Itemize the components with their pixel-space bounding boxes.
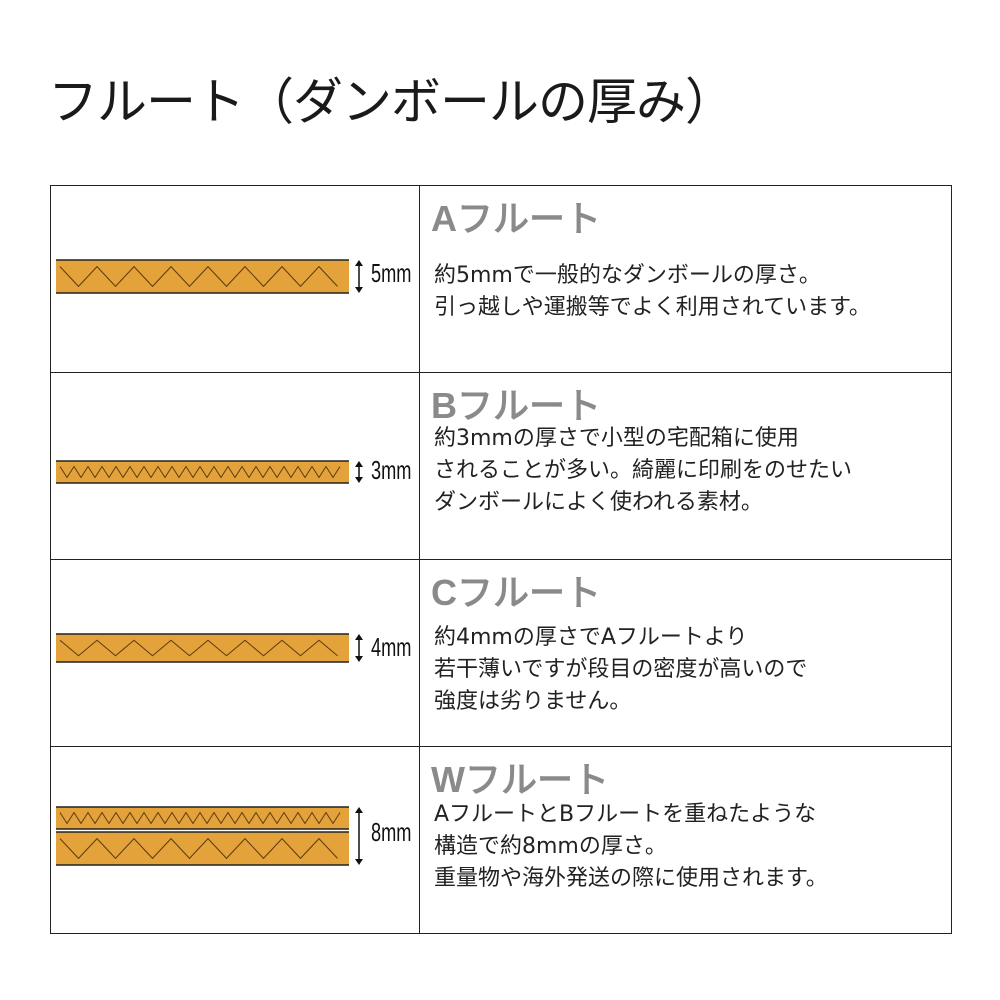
flute-row-c: 4mm Cフルート 約4mmの厚さでAフルートより 若干薄いですが段目の密度が高い… [51,560,951,747]
flute-description: 約5mmで一般的なダンボールの厚さ。 引っ越しや運搬等でよく利用されています。 [434,263,871,320]
flute-zigzag [59,265,338,288]
arrow-head-icon [355,477,363,483]
flute-zigzag [59,811,341,825]
w-flute-diagram [56,806,363,866]
flute-name: Cフルート [431,572,601,613]
arrow-head-icon [355,807,363,813]
arrow-head-icon [355,287,363,293]
flute-row-b: 3mm Bフルート 約3mmの厚さで小型の宅配箱に使用 されることが多い。綺麗に印… [51,373,951,560]
flute-row-w: 8mm Wフルート AフルートとBフルートを重ねたような 構造で約8mmの厚さ。重… [51,747,951,934]
diagram-cell: 3mm [51,373,420,559]
thickness-label: 3mm [371,455,412,485]
page-title: フルート（ダンボールの厚み） [48,73,735,131]
diagram-cell: 8mm [51,747,420,934]
flute-description: 約4mmの厚さでAフルートより 若干薄いですが段目の密度が高いので 強度は劣りません… [434,625,808,714]
arrow-head-icon [355,634,363,640]
flute-zigzag [59,639,338,657]
arrow-head-icon [355,859,363,865]
diagram-cell: 5mm [51,186,420,372]
flute-row-a: 5mm Aフルート 約5mmで一般的なダンボールの厚さ。 引っ越しや運搬等でよく利… [51,186,951,373]
flute-table: 5mm Aフルート 約5mmで一般的なダンボールの厚さ。 引っ越しや運搬等でよく利… [50,185,952,934]
c-flute-diagram [56,633,363,663]
thickness-label: 8mm [371,817,412,847]
board-layer [56,832,349,865]
arrow-head-icon [355,656,363,662]
flute-name: Wフルート [431,759,609,800]
b-flute-diagram [56,460,363,484]
flute-description: AフルートとBフルートを重ねたような 構造で約8mmの厚さ。 重量物や海外発送の際に… [434,802,828,891]
flute-description: 約3mmの厚さで小型の宅配箱に使用 されることが多い。綺麗に印刷をのせたい ダンボー… [434,426,853,515]
board-layer [56,807,349,829]
a-flute-diagram [56,259,363,294]
thickness-label: 5mm [371,258,412,288]
board-layer [56,461,349,483]
thickness-label: 4mm [371,632,412,662]
flute-zigzag [59,465,341,479]
board-layer [56,634,349,662]
flute-name: Bフルート [431,385,601,426]
board-layer [56,260,349,293]
diagram-cell: 4mm [51,560,420,746]
arrow-head-icon [355,260,363,266]
flute-name: Aフルート [431,198,601,239]
arrow-head-icon [355,461,363,467]
flute-zigzag [59,837,338,860]
